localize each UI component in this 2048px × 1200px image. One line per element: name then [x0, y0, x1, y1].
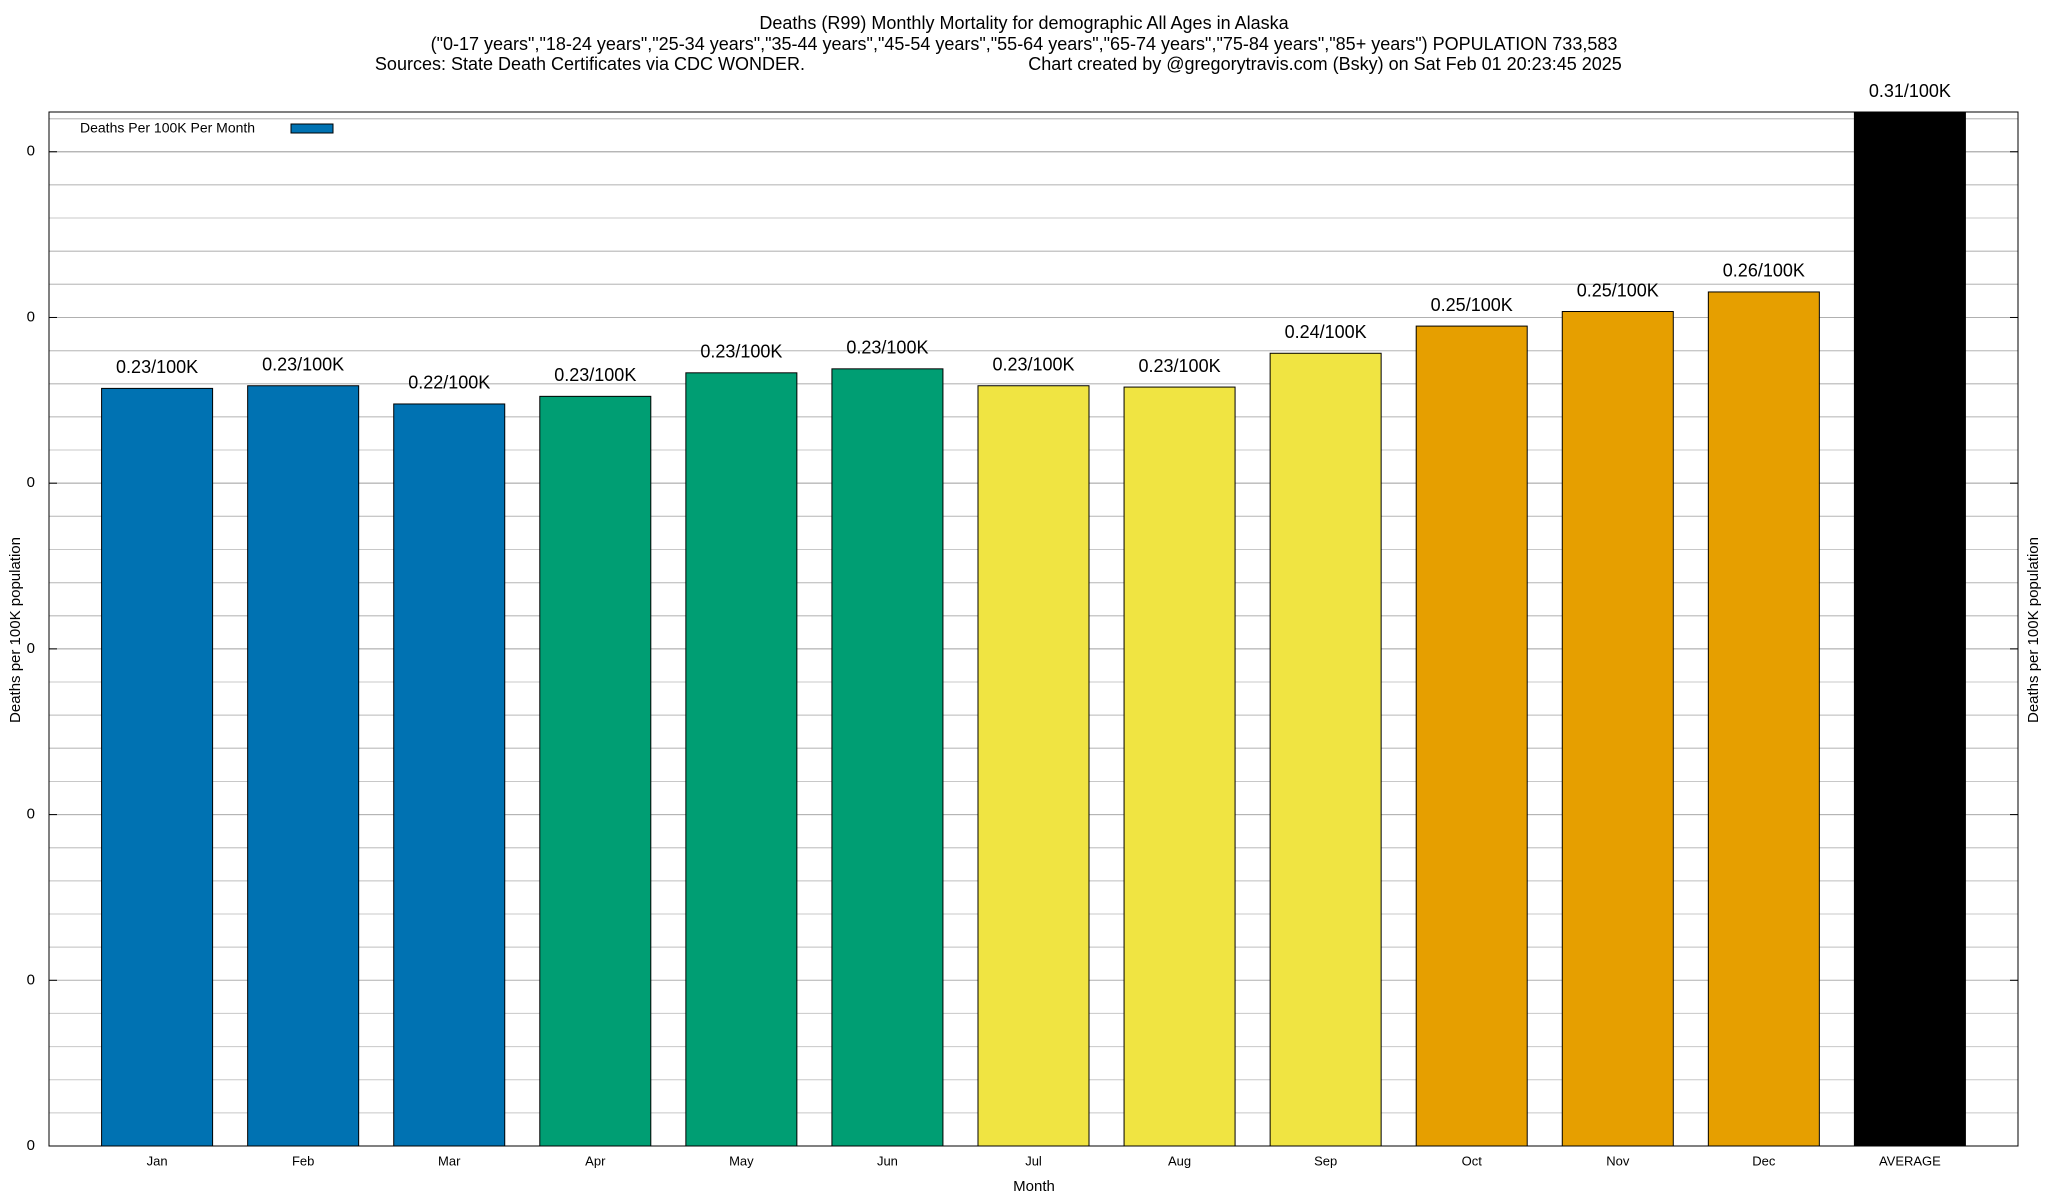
bar [1853, 111, 1966, 1147]
data-label: 0.22/100K [408, 373, 490, 393]
y-tick-label: 0 [27, 308, 35, 325]
y-tick-label: 0 [27, 143, 35, 160]
x-tick-label: Jun [877, 1153, 898, 1168]
x-tick-label: Feb [292, 1153, 314, 1168]
y-axis-label-right: Deaths per 100K population [2025, 537, 2042, 723]
plot-frame [48, 111, 2019, 1147]
y-tick-label: 0 [27, 806, 35, 823]
bar [247, 385, 360, 1147]
y-tick-label: 0 [27, 474, 35, 491]
y-axis-label: Deaths per 100K population [7, 537, 24, 723]
x-tick-label: Mar [438, 1153, 461, 1168]
bar [685, 372, 798, 1147]
x-tick-label: Jul [1025, 1153, 1042, 1168]
data-label: 0.24/100K [1285, 322, 1367, 342]
data-label: 0.26/100K [1723, 261, 1805, 281]
data-label: 0.31/100K [1869, 81, 1951, 101]
bar [831, 368, 944, 1147]
bar [977, 385, 1090, 1147]
x-tick-label: Dec [1752, 1153, 1776, 1168]
y-tick-label: 0 [27, 1137, 35, 1154]
bar [1123, 386, 1236, 1147]
x-axis-label: Month [1013, 1178, 1055, 1195]
data-label: 0.23/100K [554, 365, 636, 385]
bar [539, 395, 652, 1147]
legend-label: Deaths Per 100K Per Month [80, 120, 255, 136]
bar [1707, 291, 1820, 1147]
data-label: 0.23/100K [262, 354, 344, 374]
chart-subtitle: ("0-17 years","18-24 years","25-34 years… [431, 34, 1618, 54]
chart-credit: Chart created by @gregorytravis.com (Bsk… [1028, 54, 1622, 74]
x-tick-label: Sep [1314, 1153, 1337, 1168]
data-label: 0.23/100K [992, 354, 1074, 374]
x-tick-label: Nov [1606, 1153, 1630, 1168]
data-label: 0.25/100K [1431, 295, 1513, 315]
x-tick-label: May [729, 1153, 754, 1168]
data-label: 0.23/100K [116, 357, 198, 377]
bar [101, 387, 214, 1147]
chart-title: Deaths (R99) Monthly Mortality for demog… [759, 13, 1289, 33]
x-tick-label: Aug [1168, 1153, 1191, 1168]
data-label: 0.23/100K [1139, 356, 1221, 376]
legend-swatch [290, 123, 334, 134]
data-label: 0.23/100K [846, 338, 928, 358]
bar [1561, 311, 1674, 1147]
chart-source: Sources: State Death Certificates via CD… [375, 54, 805, 74]
x-tick-label: Apr [585, 1153, 606, 1168]
y-tick-label: 0 [27, 971, 35, 988]
x-tick-label: AVERAGE [1879, 1153, 1941, 1168]
bar [1415, 325, 1528, 1147]
data-label: 0.23/100K [700, 342, 782, 362]
x-tick-label: Oct [1462, 1153, 1483, 1168]
x-tick-label: Jan [147, 1153, 168, 1168]
bar [393, 403, 506, 1147]
data-label: 0.25/100K [1577, 280, 1659, 300]
bar [1269, 352, 1382, 1147]
y-tick-label: 0 [27, 640, 35, 657]
